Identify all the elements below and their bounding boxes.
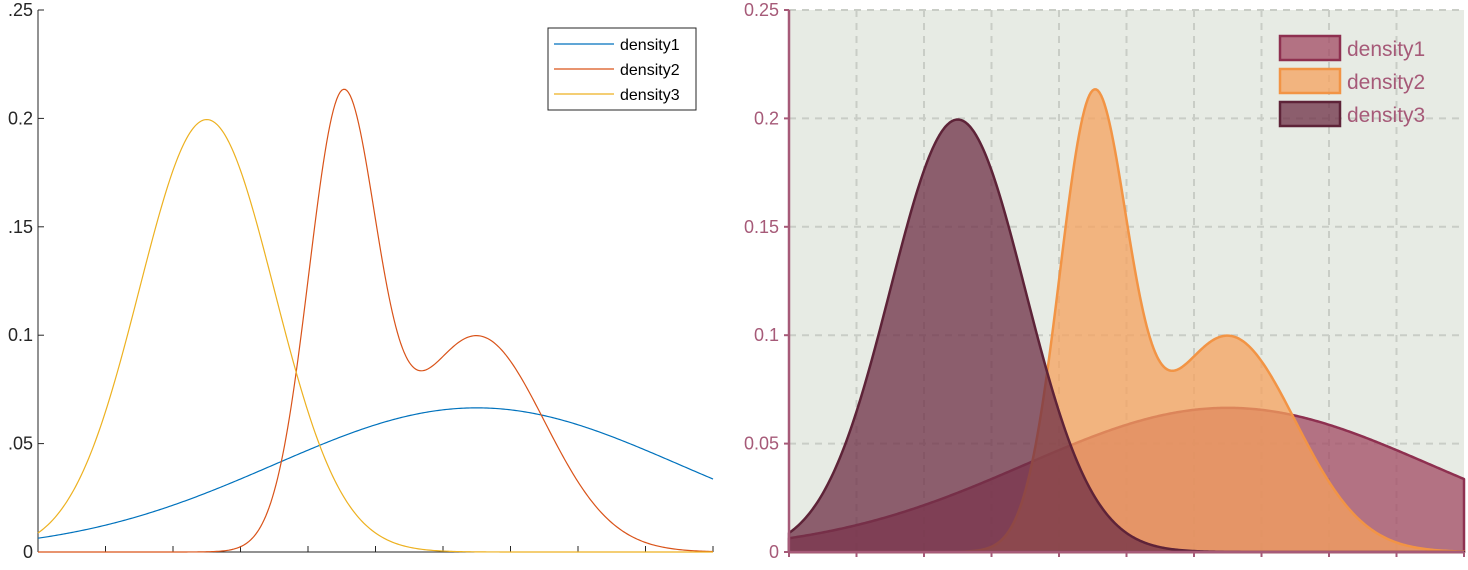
- chart-left: 0 .05 0.1 .15 0.2 .25 density1 density2 density3: [8, 0, 714, 562]
- legend-swatch-density3: [1278, 100, 1342, 128]
- y-tick-label: 0: [769, 542, 779, 562]
- y-tick-label: .25: [8, 0, 33, 20]
- y-tick-label: 0.2: [8, 108, 33, 128]
- y-tick-label: .15: [8, 217, 33, 237]
- legend-swatch-density2: [1278, 67, 1342, 95]
- legend-label-density3: density3: [620, 87, 680, 104]
- y-tick-label: 0.15: [744, 217, 779, 237]
- y-tick-label: 0: [23, 542, 33, 562]
- legend: density1 density2 density3: [547, 27, 697, 111]
- y-tick-label: 0.05: [744, 434, 779, 454]
- chart-right: 00.050.10.150.20.25density1density2densi…: [744, 0, 1466, 562]
- y-tick-label: .05: [8, 434, 33, 454]
- legend-label-density3: density3: [1347, 104, 1425, 127]
- y-tick-label: 0.2: [754, 108, 779, 128]
- legend-swatch-density1: [1278, 34, 1342, 62]
- legend-label-density2: density2: [1347, 71, 1425, 94]
- y-tick-label: 0.1: [8, 325, 33, 345]
- series-line-density1: [37, 407, 714, 539]
- legend: density1 density2 density3: [1278, 34, 1425, 128]
- y-tick-label: 0.25: [744, 0, 779, 20]
- legend-label-density1: density1: [620, 37, 680, 54]
- y-tick-label: 0.1: [754, 325, 779, 345]
- legend-label-density1: density1: [1347, 38, 1425, 61]
- series-line-density3: [37, 118, 713, 553]
- legend-label-density2: density2: [620, 62, 680, 79]
- series-line-density2: [38, 88, 714, 553]
